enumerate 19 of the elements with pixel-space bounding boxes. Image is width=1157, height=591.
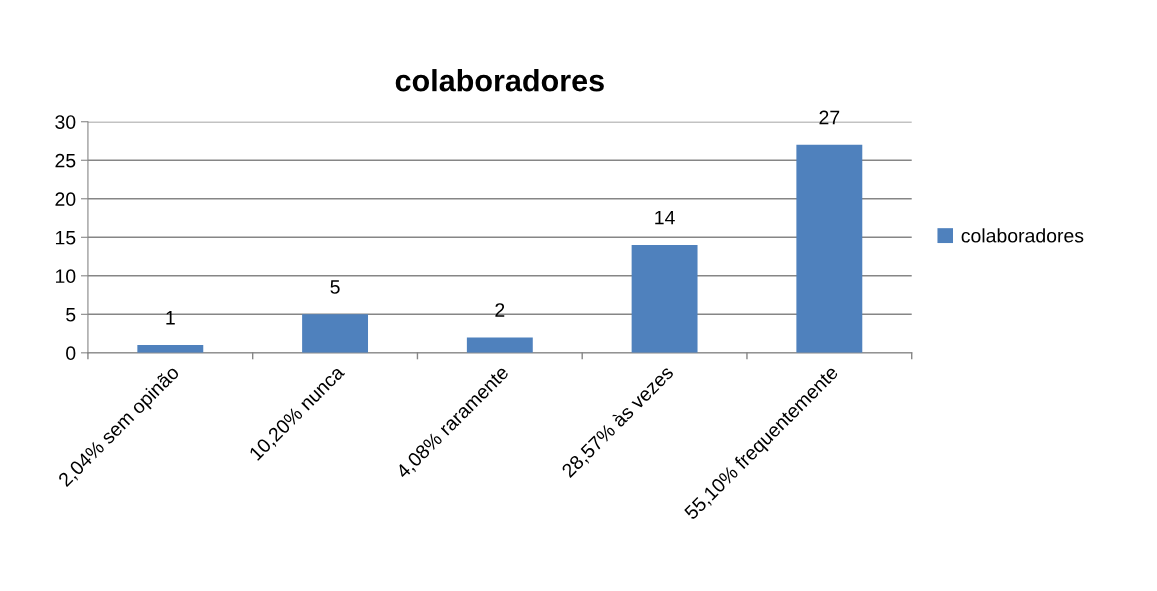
bar: [466, 337, 533, 353]
legend-label: colaboradores: [961, 228, 1084, 243]
y-tick-label: 25: [55, 153, 76, 168]
data-label: 27: [819, 110, 840, 125]
data-label: 2: [495, 303, 505, 317]
y-tick-label: 20: [55, 192, 76, 207]
y-tick-label: 10: [55, 269, 76, 284]
y-tick-label: 5: [66, 307, 76, 322]
bar: [137, 345, 204, 353]
data-label: 14: [655, 210, 675, 225]
y-tick-label: 15: [55, 230, 76, 245]
y-tick-label: 0: [66, 346, 76, 361]
bar: [302, 314, 369, 353]
chart-title: colaboradores: [395, 69, 604, 92]
y-tick-label: 30: [55, 115, 76, 129]
data-label: 5: [330, 280, 340, 294]
bar: [631, 244, 698, 353]
bar: [796, 144, 863, 353]
data-label: 1: [166, 311, 175, 325]
